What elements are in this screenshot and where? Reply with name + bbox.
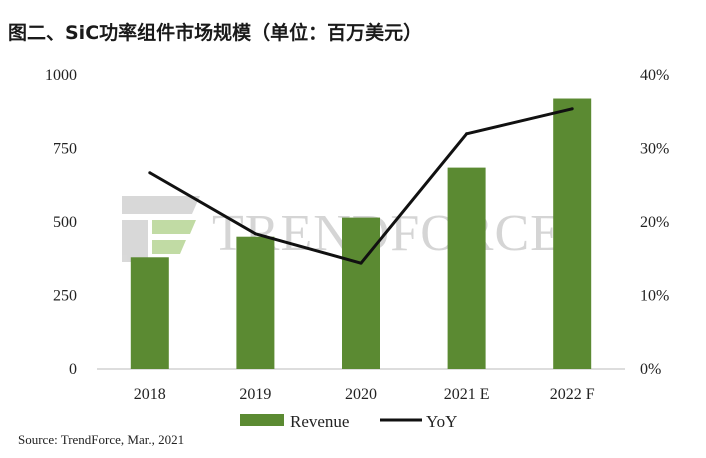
x-tick-label: 2019: [239, 386, 271, 403]
revenue-bar: [553, 98, 592, 370]
y-left-tick-label: 0: [69, 361, 77, 378]
y-right-tick-label: 0%: [640, 361, 661, 378]
y-right-tick-label: 40%: [640, 67, 669, 84]
yoy-point: [148, 171, 152, 175]
x-tick-label: 2020: [345, 386, 377, 403]
revenue-bar: [130, 257, 169, 369]
y-left-tick-label: 1000: [45, 67, 77, 84]
legend-revenue-swatch: [240, 414, 284, 426]
legend-yoy-label: YoY: [426, 412, 457, 431]
y-left-tick-label: 250: [53, 288, 77, 305]
y-right-tick-label: 10%: [640, 288, 669, 305]
x-tick-label: 2018: [134, 386, 166, 403]
revenue-bar: [447, 167, 486, 369]
y-left-tick-label: 500: [53, 214, 77, 231]
x-tick-label: 2021 E: [444, 386, 490, 403]
y-right-tick-label: 30%: [640, 141, 669, 158]
source-note: Source: TrendForce, Mar., 2021: [18, 432, 185, 447]
x-tick-label: 2022 F: [550, 386, 595, 403]
yoy-point: [359, 261, 363, 265]
chart-title: 图二、SiC功率组件市场规模（单位：百万美元）: [8, 22, 423, 44]
revenue-bar: [236, 236, 275, 369]
y-right-tick-label: 20%: [640, 214, 669, 231]
y-left-tick-label: 750: [53, 141, 77, 158]
trendforce-logo-icon: [122, 196, 200, 262]
yoy-point: [570, 107, 574, 111]
yoy-point: [465, 132, 469, 136]
legend-revenue-label: Revenue: [290, 412, 349, 431]
revenue-bar: [342, 217, 380, 369]
yoy-point: [253, 232, 257, 236]
legend: Revenue YoY: [240, 412, 457, 431]
